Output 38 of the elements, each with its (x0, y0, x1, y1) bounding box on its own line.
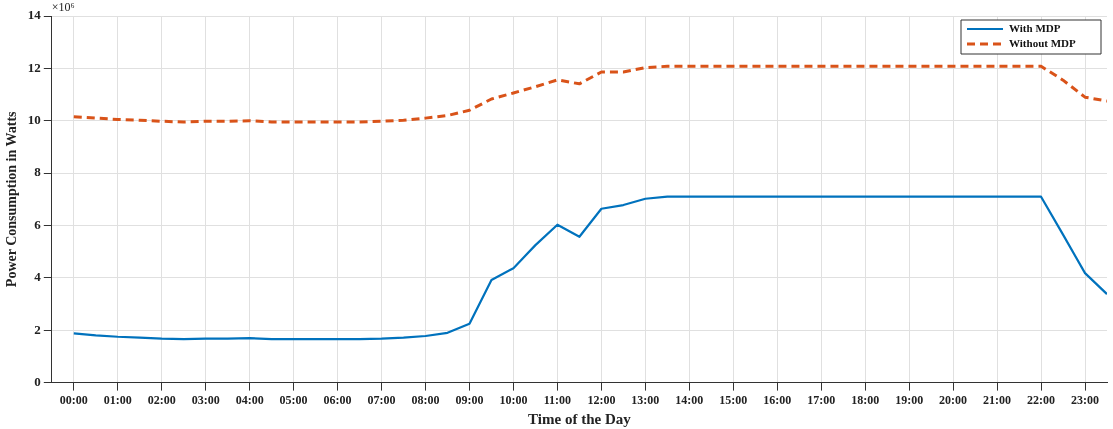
y-tick-label: 0 (34, 373, 41, 389)
y-tick-label: 2 (34, 321, 41, 337)
x-tick-label: 13:00 (631, 392, 660, 407)
x-tick-label: 05:00 (279, 392, 308, 407)
x-tick-label: 16:00 (763, 392, 792, 407)
x-tick-label: 21:00 (983, 392, 1012, 407)
x-tick-label: 12:00 (587, 392, 616, 407)
x-tick-label: 02:00 (147, 392, 176, 407)
x-tick-label: 22:00 (1027, 392, 1056, 407)
x-axis-title: Time of the Day (528, 410, 632, 427)
x-tick-label: 11:00 (543, 392, 572, 407)
x-tick-label: 07:00 (367, 392, 396, 407)
x-tick-label: 04:00 (235, 392, 264, 407)
y-tick-label: 14 (27, 7, 42, 23)
x-tick-label: 01:00 (103, 392, 132, 407)
y-tick-label: 10 (27, 112, 41, 128)
y-tick-label: 12 (27, 59, 41, 75)
line-series (72, 64, 1107, 124)
y-axis-title: Power Consumption in Watts (4, 110, 20, 288)
legend-label: With MDP (1009, 21, 1061, 34)
y-tick-label: 8 (34, 164, 42, 180)
text: ×10⁶ (51, 0, 75, 15)
x-tick-label: 19:00 (895, 392, 924, 407)
x-tick-label: 14:00 (675, 392, 704, 407)
x-tick-label: 17:00 (807, 392, 836, 407)
x-tick-label: 18:00 (851, 392, 880, 407)
x-tick-label: 06:00 (323, 392, 352, 407)
legend-label: Without MDP (1009, 36, 1076, 49)
x-tick-label: 08:00 (411, 392, 440, 407)
x-tick-label: 10:00 (499, 392, 528, 407)
x-tick-label: 23:00 (1071, 392, 1100, 407)
y-tick-label: 4 (34, 269, 42, 285)
x-tick-label: 03:00 (191, 392, 220, 407)
y-tick-label: 6 (34, 216, 42, 232)
x-tick-label: 09:00 (455, 392, 484, 407)
x-tick-label: 00:00 (59, 392, 88, 407)
x-tick-label: 15:00 (719, 392, 748, 407)
x-tick-label: 20:00 (939, 392, 968, 407)
